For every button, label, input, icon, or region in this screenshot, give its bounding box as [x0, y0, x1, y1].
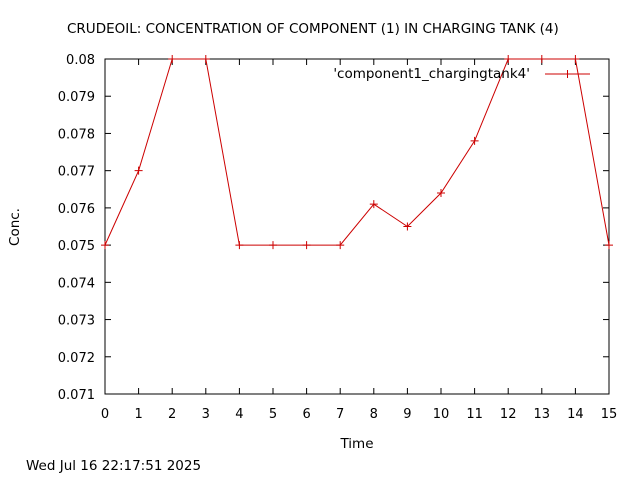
y-axis-label: Conc.	[7, 208, 23, 246]
plot-frame	[105, 59, 609, 394]
data-point	[101, 241, 109, 249]
chart-title: CRUDEOIL: CONCENTRATION OF COMPONENT (1)…	[67, 21, 559, 37]
data-point	[605, 241, 613, 249]
data-series	[101, 55, 613, 249]
y-tick-label: 0.079	[58, 90, 95, 105]
data-point	[504, 55, 512, 63]
x-tick-label: 13	[534, 407, 551, 422]
x-tick-label: 4	[235, 407, 243, 422]
data-point	[168, 55, 176, 63]
x-tick-label: 10	[433, 407, 450, 422]
y-tick-label: 0.072	[58, 351, 95, 366]
data-point	[471, 137, 479, 145]
x-axis-label: Time	[339, 436, 373, 452]
series-line	[105, 59, 609, 245]
y-tick-label: 0.078	[58, 127, 95, 142]
y-tick-label: 0.074	[58, 276, 95, 291]
x-tick-label: 0	[101, 407, 109, 422]
x-tick-label: 3	[202, 407, 210, 422]
data-point	[269, 241, 277, 249]
y-tick-label: 0.08	[66, 53, 95, 68]
x-tick-label: 8	[370, 407, 378, 422]
x-tick-label: 7	[336, 407, 344, 422]
x-tick-label: 9	[403, 407, 411, 422]
x-tick-label: 14	[567, 407, 584, 422]
data-point	[303, 241, 311, 249]
legend-label: 'component1_chargingtank4'	[333, 66, 530, 82]
data-point	[202, 55, 210, 63]
data-point	[538, 55, 546, 63]
x-tick-label: 6	[302, 407, 310, 422]
y-tick-label: 0.077	[58, 165, 95, 180]
timestamp: Wed Jul 16 22:17:51 2025	[26, 458, 201, 474]
x-tick-label: 5	[269, 407, 277, 422]
data-point	[135, 167, 143, 175]
y-tick-label: 0.075	[58, 239, 95, 254]
x-tick-label: 1	[134, 407, 142, 422]
x-tick-label: 15	[601, 407, 618, 422]
legend-marker	[564, 70, 572, 78]
data-point	[571, 55, 579, 63]
x-tick-label: 11	[466, 407, 483, 422]
y-tick-label: 0.076	[58, 202, 95, 217]
y-tick-label: 0.073	[58, 314, 95, 329]
y-tick-label: 0.071	[58, 388, 95, 403]
x-tick-label: 12	[500, 407, 517, 422]
axis-ticks: 0 1 2 3 4 5 6 7 8 9 10 11 12 13 14 150.0710.0720.0730.0…	[58, 53, 617, 422]
data-point	[235, 241, 243, 249]
x-tick-label: 2	[168, 407, 176, 422]
